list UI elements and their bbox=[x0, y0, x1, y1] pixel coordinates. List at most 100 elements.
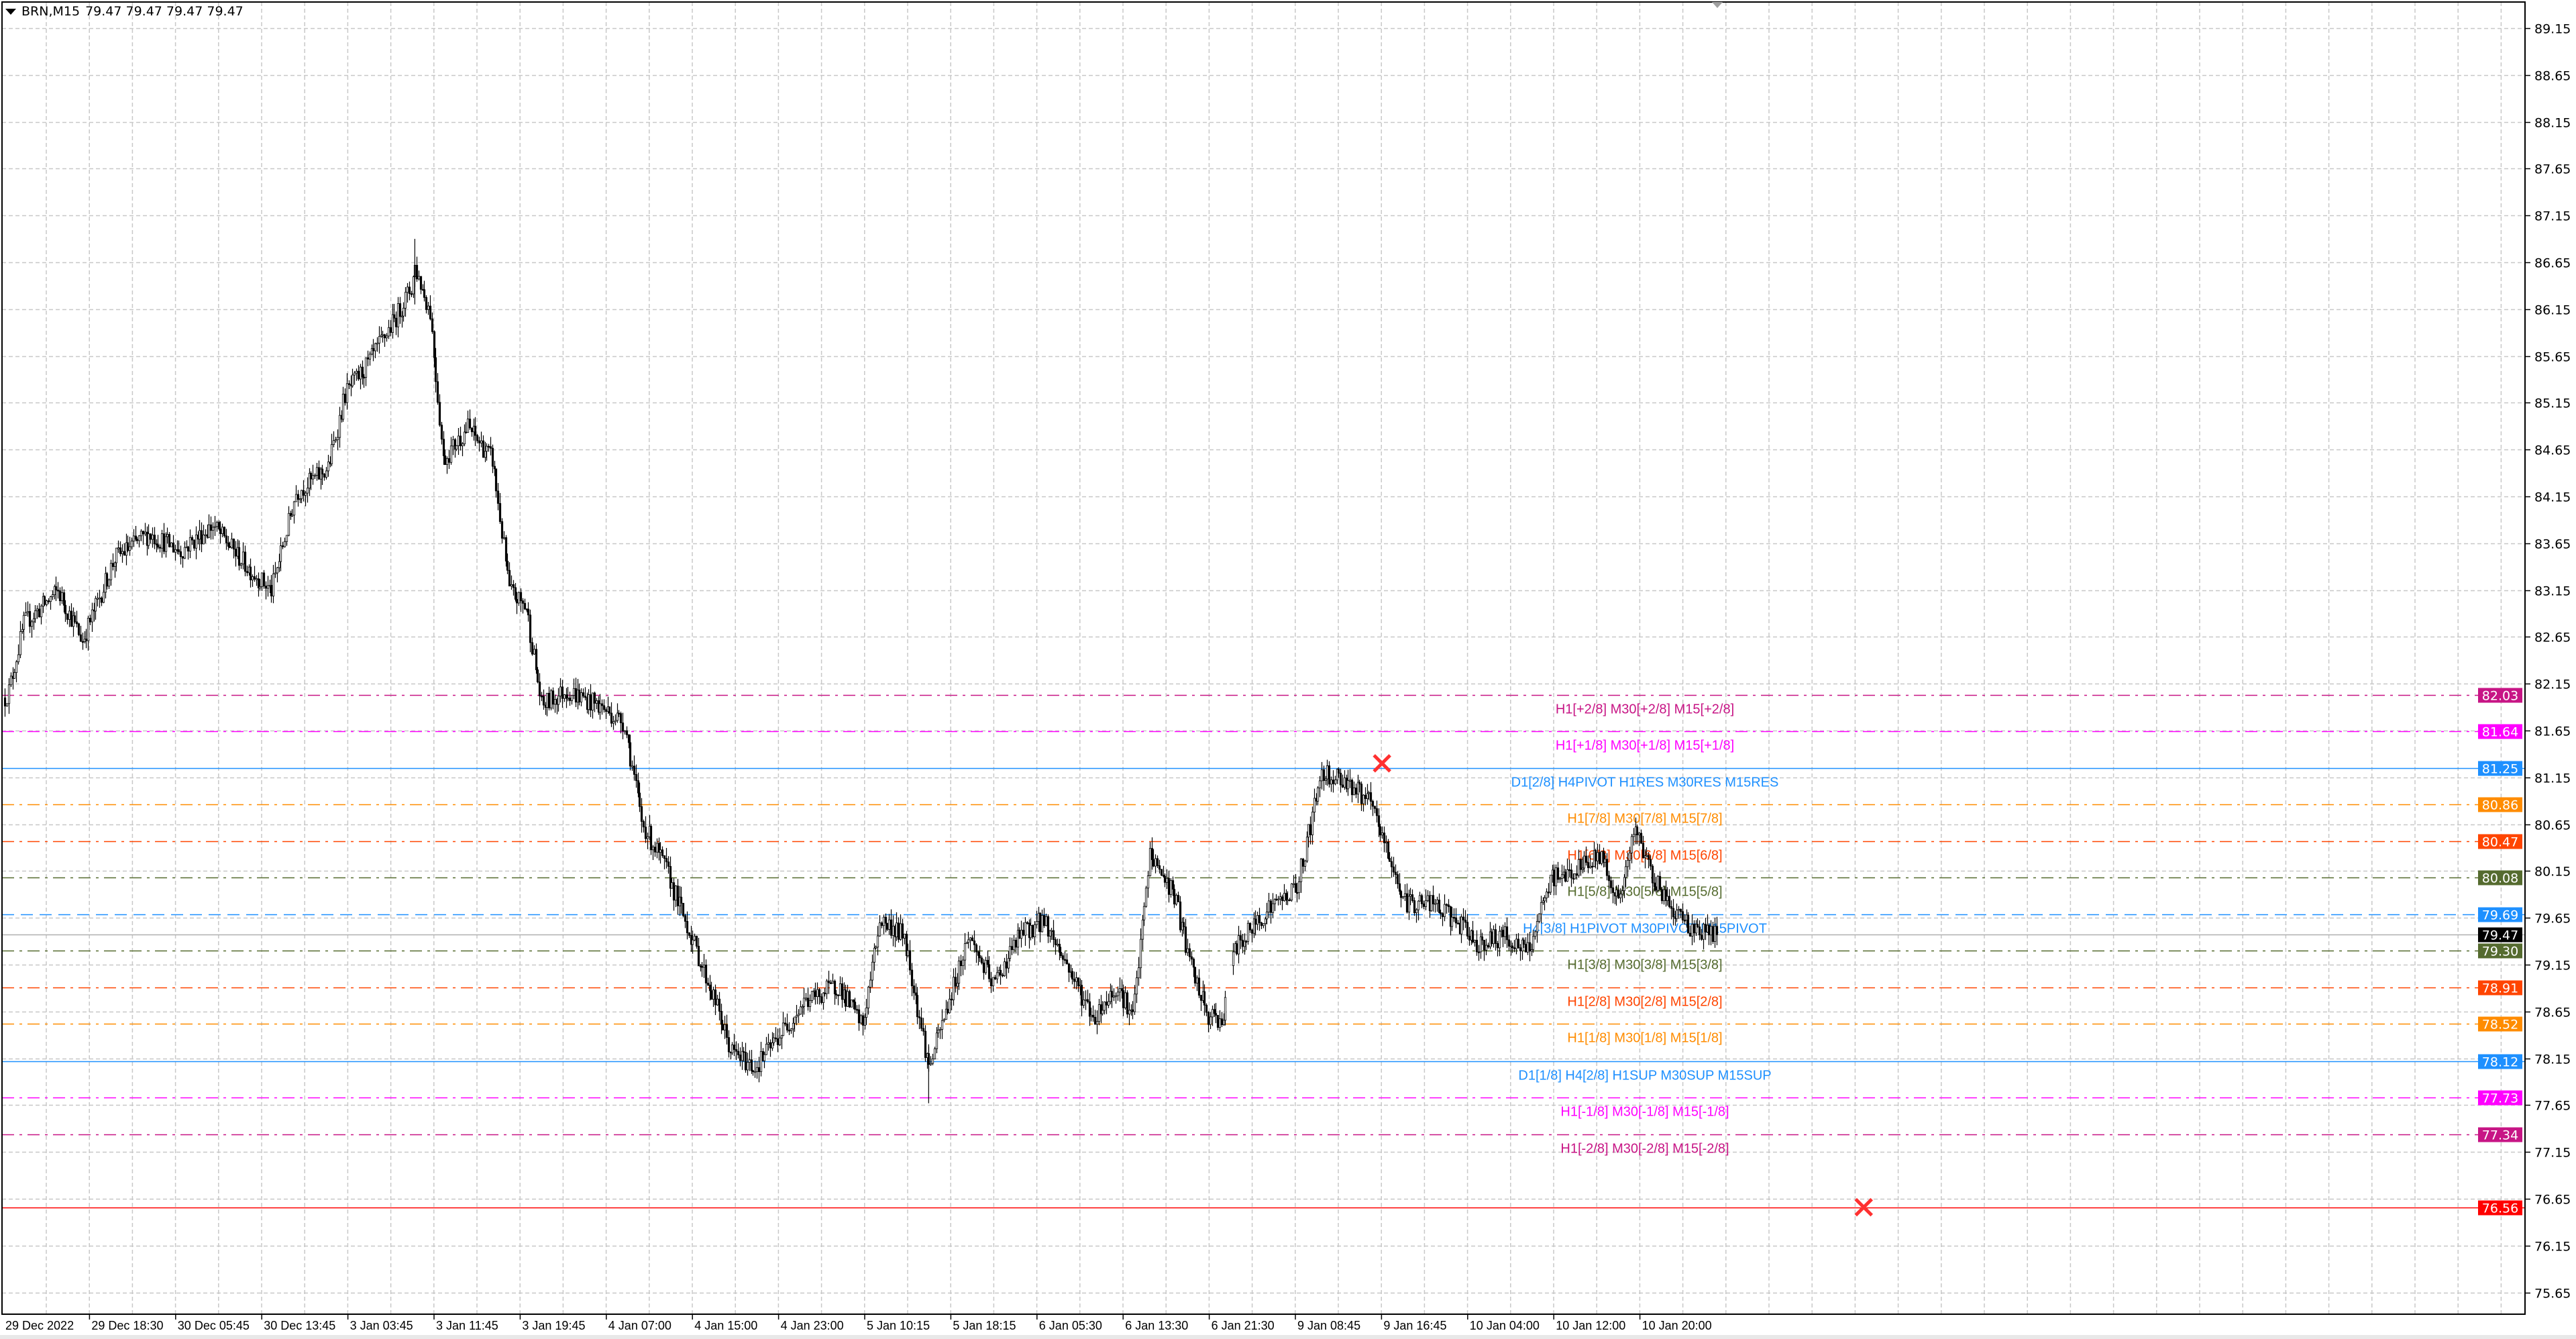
candle-body bbox=[274, 572, 277, 575]
candle-body bbox=[999, 969, 1002, 975]
candle bbox=[1014, 937, 1018, 954]
candle bbox=[464, 422, 468, 434]
candle-body bbox=[1700, 934, 1703, 940]
candle bbox=[1114, 992, 1118, 1004]
candle-body bbox=[1177, 895, 1180, 902]
candle bbox=[1190, 951, 1193, 965]
candle-body bbox=[922, 1028, 925, 1032]
candle-body bbox=[1677, 908, 1680, 911]
candle-body bbox=[1549, 875, 1552, 893]
price-axis[interactable]: 89.1588.6588.1587.6587.1586.6586.1585.65… bbox=[2525, 22, 2571, 1301]
candle-body bbox=[959, 961, 963, 967]
y-tick-label: 78.65 bbox=[2534, 1006, 2571, 1020]
candle-body bbox=[735, 1049, 738, 1052]
candle-body bbox=[423, 289, 426, 298]
candle bbox=[1175, 893, 1178, 906]
y-tick-label: 86.65 bbox=[2534, 256, 2571, 271]
candle bbox=[181, 555, 184, 568]
candle-body bbox=[977, 951, 980, 956]
candle bbox=[557, 688, 560, 712]
candle-body bbox=[343, 394, 347, 403]
level-label: D1[2/8] H4PIVOT H1RES M30RES M15RES bbox=[1511, 775, 1779, 790]
candle bbox=[755, 1061, 759, 1079]
candle-body bbox=[1354, 788, 1358, 795]
time-axis[interactable]: 29 Dec 2022 29 Dec 18:30 30 Dec 05:45 30 De… bbox=[5, 1314, 1712, 1332]
candle bbox=[489, 437, 492, 456]
candle-body bbox=[667, 861, 670, 867]
candle-body bbox=[1591, 865, 1594, 868]
candle bbox=[1160, 869, 1163, 877]
candle-body bbox=[595, 700, 598, 704]
candle-body bbox=[1120, 988, 1124, 992]
symbol-timeframe: BRN,M15 bbox=[21, 4, 80, 19]
candle bbox=[846, 984, 849, 1007]
candle-body bbox=[290, 515, 294, 517]
candle-body bbox=[780, 1035, 784, 1038]
candle bbox=[1611, 879, 1615, 904]
candle bbox=[117, 540, 120, 553]
candle-body bbox=[1091, 1014, 1095, 1018]
candle-body bbox=[1044, 916, 1048, 926]
candle-body bbox=[1401, 896, 1405, 898]
candle-body bbox=[591, 692, 594, 711]
candle-body bbox=[1473, 940, 1477, 943]
candle bbox=[128, 537, 131, 556]
candle bbox=[1549, 875, 1552, 896]
candle-body bbox=[945, 1008, 948, 1020]
candle bbox=[631, 760, 634, 771]
candle-body bbox=[1490, 931, 1493, 945]
candle-body bbox=[330, 444, 333, 464]
candle bbox=[102, 584, 105, 604]
candle bbox=[975, 943, 978, 963]
candle-body bbox=[644, 826, 647, 839]
candle bbox=[332, 431, 335, 447]
candle-body bbox=[482, 440, 485, 458]
candle bbox=[1056, 939, 1059, 947]
candle bbox=[34, 605, 37, 623]
candle bbox=[835, 989, 838, 1000]
candle bbox=[341, 386, 345, 422]
candle bbox=[1195, 975, 1199, 992]
markers bbox=[1373, 754, 1874, 1217]
candle bbox=[784, 1017, 787, 1026]
candle bbox=[484, 441, 487, 462]
candle-body bbox=[253, 576, 256, 580]
candle bbox=[786, 1013, 789, 1033]
candle bbox=[721, 1020, 724, 1030]
candle-body bbox=[461, 443, 464, 447]
candle-body bbox=[191, 537, 194, 541]
candle-body bbox=[1213, 1009, 1216, 1014]
candle bbox=[820, 993, 823, 1005]
candle-body bbox=[1211, 1009, 1214, 1018]
chart-shift-marker[interactable] bbox=[1712, 2, 1723, 8]
candle-body bbox=[1666, 896, 1669, 901]
candle bbox=[463, 424, 466, 447]
candle bbox=[119, 541, 122, 557]
candle bbox=[1285, 889, 1288, 905]
candle-body bbox=[262, 572, 266, 586]
candle bbox=[107, 578, 111, 590]
candle bbox=[1141, 914, 1144, 951]
candle-body bbox=[1334, 780, 1337, 784]
candle bbox=[570, 695, 574, 705]
candle bbox=[364, 357, 368, 386]
candle bbox=[1591, 862, 1594, 874]
candle-body bbox=[950, 998, 953, 1001]
candle bbox=[357, 365, 360, 381]
candle bbox=[1677, 906, 1680, 919]
dropdown-triangle-icon[interactable] bbox=[5, 8, 16, 15]
candle-body bbox=[961, 959, 965, 967]
candle-body bbox=[1668, 896, 1671, 907]
candle-body bbox=[1447, 904, 1450, 908]
candle bbox=[1436, 896, 1439, 912]
price-badge-label: 77.34 bbox=[2482, 1128, 2518, 1143]
candle-body bbox=[536, 670, 539, 682]
candle bbox=[565, 688, 568, 708]
candle bbox=[239, 562, 243, 569]
candle-body bbox=[538, 682, 541, 696]
candle-body bbox=[1498, 930, 1501, 949]
candle bbox=[506, 553, 509, 574]
candle bbox=[1273, 898, 1277, 912]
x-tick-label: 29 Dec 18:30 bbox=[91, 1319, 163, 1332]
